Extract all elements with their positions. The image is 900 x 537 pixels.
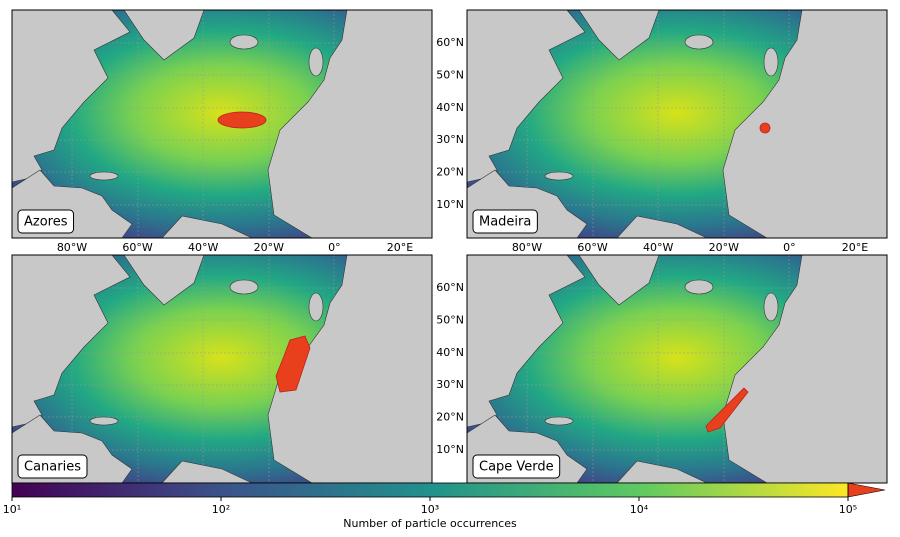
colorbar-tick-label: 10¹	[3, 503, 21, 516]
panel-canaries	[11, 254, 433, 484]
latitude-tick-label: 50°N	[436, 68, 464, 81]
colorbar	[12, 483, 848, 497]
latitude-tick-label: 10°N	[436, 443, 464, 456]
latitude-tick-label: 20°N	[436, 166, 464, 179]
colorbar-tick-label: 10⁴	[630, 503, 649, 516]
longitude-tick-label: 40°W	[188, 241, 218, 254]
latitude-tick-label: 20°N	[436, 411, 464, 424]
panel-label: Madeira	[479, 215, 531, 230]
latitude-tick-label: 10°N	[436, 198, 464, 211]
latitude-tick-label: 60°N	[436, 36, 464, 49]
panel-label-box	[472, 454, 561, 479]
longitude-tick-label: 20°W	[254, 241, 284, 254]
panel-madeira	[466, 9, 888, 239]
latitude-tick-label: 30°N	[436, 378, 464, 391]
panel-cape-verde	[466, 254, 888, 484]
longitude-tick-label: 0°	[783, 241, 796, 254]
colorbar-tick-label: 10⁵	[839, 503, 857, 516]
colorbar-tick-label: 10³	[421, 503, 439, 516]
latitude-tick-label: 30°N	[436, 133, 464, 146]
longitude-tick-label: 80°W	[57, 241, 87, 254]
longitude-tick-label: 40°W	[643, 241, 673, 254]
latitude-tick-label: 50°N	[436, 313, 464, 326]
panel-label-box	[472, 209, 538, 234]
longitude-tick-label: 20°E	[387, 241, 413, 254]
longitude-tick-label: 60°W	[122, 241, 152, 254]
panel-label: Cape Verde	[479, 460, 554, 475]
longitude-tick-label: 20°E	[842, 241, 868, 254]
latitude-tick-label: 60°N	[436, 281, 464, 294]
panel-label-box	[17, 454, 88, 479]
colorbar-extend	[847, 482, 886, 498]
latitude-tick-label: 40°N	[436, 346, 464, 359]
panel-label: Canaries	[24, 460, 81, 475]
panel-azores	[11, 9, 433, 239]
latitude-tick-label: 40°N	[436, 101, 464, 114]
colorbar-tick-label: 10²	[212, 503, 230, 516]
longitude-tick-label: 20°W	[709, 241, 739, 254]
panel-label: Azores	[24, 215, 68, 230]
longitude-tick-label: 60°W	[577, 241, 607, 254]
colorbar-label: Number of particle occurrences	[343, 517, 517, 530]
panel-label-box	[17, 209, 75, 234]
longitude-tick-label: 80°W	[512, 241, 542, 254]
longitude-tick-label: 0°	[328, 241, 341, 254]
